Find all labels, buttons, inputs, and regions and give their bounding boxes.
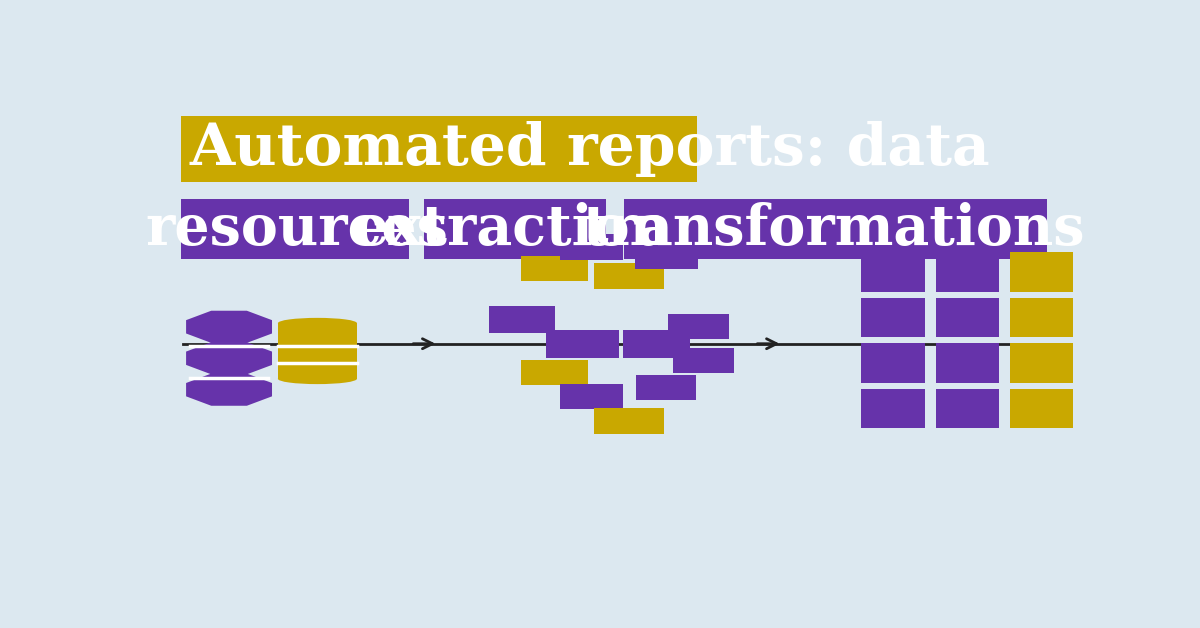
Polygon shape bbox=[186, 342, 272, 374]
FancyBboxPatch shape bbox=[1010, 389, 1074, 428]
FancyBboxPatch shape bbox=[521, 360, 588, 386]
Text: Automated reports: data: Automated reports: data bbox=[190, 121, 991, 177]
FancyBboxPatch shape bbox=[673, 348, 733, 373]
Ellipse shape bbox=[278, 374, 356, 384]
FancyBboxPatch shape bbox=[1010, 344, 1074, 383]
FancyBboxPatch shape bbox=[560, 384, 623, 409]
FancyBboxPatch shape bbox=[624, 198, 1048, 259]
FancyBboxPatch shape bbox=[594, 263, 664, 290]
FancyBboxPatch shape bbox=[936, 252, 1000, 292]
FancyBboxPatch shape bbox=[521, 256, 588, 281]
Text: transformations: transformations bbox=[582, 202, 1085, 257]
FancyBboxPatch shape bbox=[862, 344, 925, 383]
Polygon shape bbox=[186, 311, 272, 343]
Polygon shape bbox=[186, 374, 272, 406]
FancyBboxPatch shape bbox=[862, 389, 925, 428]
FancyBboxPatch shape bbox=[594, 408, 664, 435]
FancyBboxPatch shape bbox=[181, 198, 408, 259]
Text: extraction: extraction bbox=[354, 202, 671, 257]
FancyBboxPatch shape bbox=[546, 330, 619, 358]
FancyBboxPatch shape bbox=[635, 244, 697, 269]
FancyBboxPatch shape bbox=[936, 389, 1000, 428]
FancyBboxPatch shape bbox=[936, 298, 1000, 337]
FancyBboxPatch shape bbox=[636, 375, 696, 400]
FancyBboxPatch shape bbox=[623, 330, 690, 358]
FancyBboxPatch shape bbox=[488, 306, 556, 333]
FancyBboxPatch shape bbox=[560, 234, 623, 259]
FancyBboxPatch shape bbox=[1010, 252, 1074, 292]
FancyBboxPatch shape bbox=[278, 323, 356, 379]
FancyBboxPatch shape bbox=[181, 116, 697, 181]
FancyBboxPatch shape bbox=[862, 298, 925, 337]
Text: resources: resources bbox=[145, 202, 449, 257]
FancyBboxPatch shape bbox=[425, 198, 606, 259]
FancyBboxPatch shape bbox=[1010, 298, 1074, 337]
FancyBboxPatch shape bbox=[668, 314, 728, 339]
Ellipse shape bbox=[278, 318, 356, 328]
FancyBboxPatch shape bbox=[862, 252, 925, 292]
FancyBboxPatch shape bbox=[936, 344, 1000, 383]
